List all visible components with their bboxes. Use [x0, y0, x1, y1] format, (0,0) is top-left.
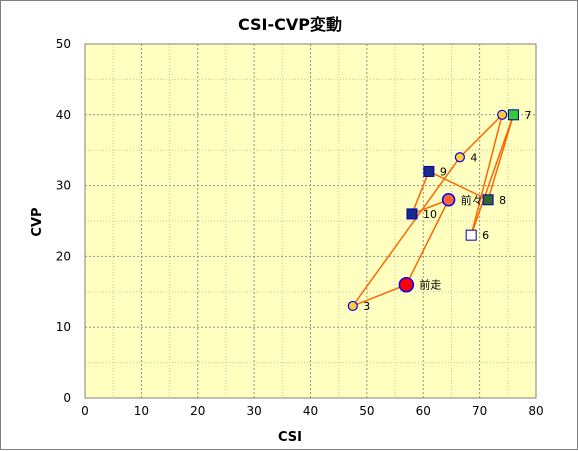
plot-border	[84, 43, 537, 399]
point-label: 7	[524, 109, 531, 122]
point-label: 4	[470, 151, 477, 164]
connector-line	[352, 284, 407, 307]
point-label: 前走	[419, 278, 441, 292]
x-tick-label: 30	[246, 404, 261, 418]
connector-line	[459, 114, 503, 158]
connector-line	[470, 114, 503, 236]
point-marker	[454, 152, 465, 163]
x-tick-label: 10	[134, 404, 149, 418]
y-tick-label: 50	[56, 37, 71, 51]
y-tick-label: 30	[56, 179, 71, 193]
connector-line	[411, 171, 430, 215]
point-label: 3	[363, 300, 370, 313]
point-label: 9	[440, 165, 447, 178]
point-marker	[347, 300, 358, 312]
x-tick-label: 20	[190, 404, 205, 418]
x-axis-label: CSI	[278, 430, 302, 445]
x-tick-label: 70	[472, 404, 487, 418]
chart-title: CSI-CVP変動	[238, 15, 342, 34]
connector-line	[428, 170, 489, 201]
connector-line	[470, 114, 515, 236]
y-tick-label: 0	[63, 391, 71, 405]
point-label: 10	[423, 208, 437, 221]
x-tick-label: 40	[303, 404, 318, 418]
point-marker	[497, 109, 508, 120]
point-marker	[482, 194, 494, 206]
x-tick-label: 50	[359, 404, 374, 418]
point-marker	[465, 229, 477, 241]
point-marker	[441, 193, 456, 207]
y-tick-label: 10	[56, 320, 71, 334]
point-marker	[507, 109, 519, 121]
connector-line	[405, 199, 450, 286]
y-tick-label: 40	[56, 108, 71, 122]
point-marker	[398, 276, 415, 293]
connector-line	[352, 156, 461, 307]
y-axis-label: CVP	[30, 207, 45, 236]
point-marker	[423, 165, 435, 177]
point-label: 前々	[461, 193, 483, 207]
point-marker	[406, 208, 418, 220]
point-label: 6	[482, 229, 489, 242]
point-label: 8	[499, 194, 506, 207]
x-tick-label: 80	[528, 404, 543, 418]
x-tick-label: 60	[416, 404, 431, 418]
y-tick-label: 20	[56, 249, 71, 263]
x-tick-label: 0	[81, 404, 89, 418]
